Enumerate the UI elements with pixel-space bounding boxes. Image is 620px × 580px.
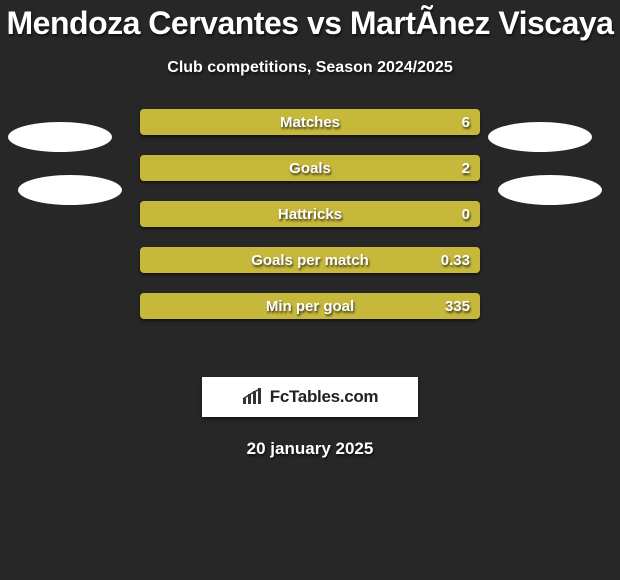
right-player-ellipse xyxy=(498,175,602,205)
bar-chart-icon xyxy=(242,388,264,406)
branding-text: FcTables.com xyxy=(270,387,379,407)
left-player-ellipse xyxy=(18,175,122,205)
stat-bars: Matches6 Goals2 Hattricks0 Goals per match0… xyxy=(140,109,480,339)
datestamp: 20 january 2025 xyxy=(0,439,620,459)
stat-bar-fill xyxy=(140,247,480,273)
stat-bar-fill xyxy=(140,155,480,181)
stat-bar: Hattricks0 xyxy=(140,201,480,227)
right-player-ellipse xyxy=(488,122,592,152)
stat-bar: Min per goal335 xyxy=(140,293,480,319)
stat-bar-fill xyxy=(140,201,480,227)
branding-box: FcTables.com xyxy=(202,377,418,417)
left-player-ellipse xyxy=(8,122,112,152)
page-title: Mendoza Cervantes vs MartÃ­nez Viscaya xyxy=(0,0,620,41)
stat-bar: Goals per match0.33 xyxy=(140,247,480,273)
subtitle: Club competitions, Season 2024/2025 xyxy=(0,59,620,77)
comparison-stage: Matches6 Goals2 Hattricks0 Goals per match0… xyxy=(0,109,620,369)
stat-bar-fill xyxy=(140,109,480,135)
stat-bar: Goals2 xyxy=(140,155,480,181)
stat-bar: Matches6 xyxy=(140,109,480,135)
stat-bar-fill xyxy=(140,293,480,319)
